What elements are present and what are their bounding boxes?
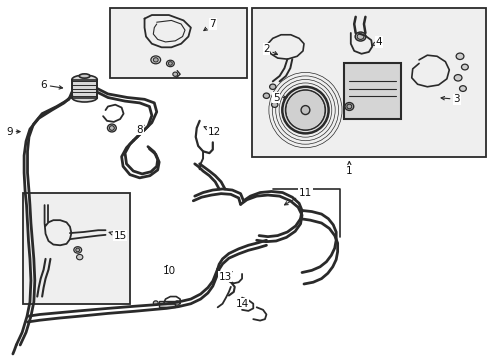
Bar (251, 8, 485, 157)
Ellipse shape (356, 34, 363, 40)
Ellipse shape (453, 75, 461, 81)
Text: 5: 5 (272, 93, 286, 103)
Ellipse shape (172, 72, 177, 76)
Text: 7: 7 (203, 19, 216, 31)
Ellipse shape (344, 103, 353, 111)
Ellipse shape (354, 32, 365, 41)
Ellipse shape (168, 62, 172, 65)
Text: 3: 3 (440, 94, 459, 104)
Ellipse shape (461, 64, 468, 70)
Ellipse shape (459, 86, 466, 91)
Ellipse shape (285, 90, 325, 130)
Ellipse shape (79, 74, 90, 78)
Text: 2: 2 (263, 44, 277, 54)
Ellipse shape (76, 255, 82, 260)
Ellipse shape (153, 58, 158, 62)
Ellipse shape (271, 102, 277, 107)
Text: 14: 14 (235, 299, 248, 309)
Bar (159, 301, 174, 307)
Ellipse shape (455, 53, 463, 59)
Ellipse shape (174, 301, 179, 305)
Ellipse shape (109, 126, 114, 130)
Bar (110, 8, 246, 78)
Text: 4: 4 (371, 37, 381, 47)
Ellipse shape (151, 56, 160, 64)
Bar (72, 80, 97, 98)
Text: 8: 8 (136, 125, 143, 135)
Bar (344, 63, 400, 119)
Ellipse shape (263, 93, 269, 98)
Text: 6: 6 (40, 80, 62, 90)
Text: 1: 1 (346, 162, 352, 176)
Text: 10: 10 (162, 265, 175, 276)
Ellipse shape (166, 60, 174, 67)
Ellipse shape (282, 87, 328, 134)
Text: 9: 9 (6, 127, 20, 136)
Ellipse shape (72, 93, 97, 102)
Ellipse shape (346, 104, 351, 109)
Ellipse shape (74, 247, 81, 253)
Text: 12: 12 (203, 127, 221, 136)
Text: 13: 13 (218, 271, 232, 282)
Ellipse shape (269, 84, 275, 89)
Text: 11: 11 (284, 188, 311, 205)
Ellipse shape (301, 105, 309, 114)
Ellipse shape (153, 301, 158, 305)
Text: 15: 15 (109, 231, 126, 240)
Ellipse shape (76, 248, 80, 252)
Ellipse shape (107, 124, 116, 132)
Bar (22, 193, 130, 304)
Ellipse shape (72, 75, 97, 84)
